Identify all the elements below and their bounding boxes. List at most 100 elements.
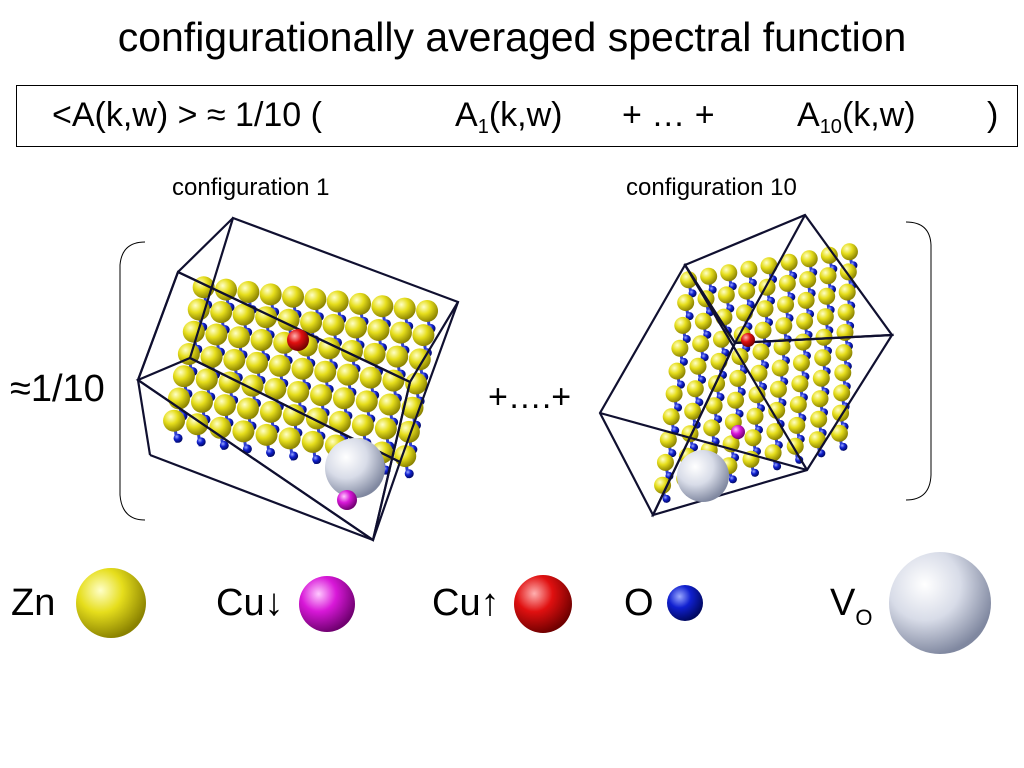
zn-atom — [200, 345, 223, 368]
zn-atom — [752, 343, 770, 361]
zn-atom — [186, 413, 209, 436]
zn-atom — [816, 308, 834, 326]
zn-atom — [674, 316, 692, 334]
legend-o-label: O — [624, 582, 654, 624]
zn-atom — [278, 427, 301, 450]
zn-atom — [659, 431, 677, 449]
zn-atom — [773, 338, 791, 356]
zn-atom — [700, 267, 718, 285]
zn-atom — [163, 409, 186, 432]
term2-base: A — [797, 96, 820, 134]
zn-atom — [694, 312, 712, 330]
zn-atom — [236, 397, 259, 420]
zn-atom — [689, 357, 707, 375]
zn-atom — [810, 410, 828, 428]
term2-args: (k,w) — [841, 96, 916, 134]
zn-atom — [738, 282, 756, 300]
zn-atom — [766, 423, 784, 441]
zn-atom — [322, 313, 345, 336]
zn-atom — [818, 287, 836, 305]
vo-vacancy-1 — [325, 438, 385, 498]
zn-atom — [250, 329, 273, 352]
term2-sub: 10 — [819, 116, 842, 138]
zn-atom — [819, 267, 837, 285]
zn-atom — [259, 400, 282, 423]
config-10-label: configuration 10 — [626, 174, 797, 201]
o-atom — [677, 380, 685, 389]
zn-atom — [754, 321, 772, 339]
config-1-label: configuration 1 — [172, 174, 330, 201]
zn-atom — [246, 351, 269, 374]
zn-atom — [778, 274, 796, 292]
cu-down-atom-10 — [731, 425, 745, 439]
zn-atom — [840, 243, 858, 261]
zn-atom — [692, 335, 710, 353]
zn-atom — [167, 387, 190, 410]
zn-atom — [318, 337, 341, 360]
zn-atom — [304, 288, 327, 311]
zn-atom — [788, 416, 806, 434]
zn-atom — [213, 394, 236, 417]
zn-atom — [408, 348, 431, 371]
o-atom — [404, 469, 414, 479]
zn-atom — [668, 362, 686, 380]
legend-o-sphere — [667, 585, 703, 621]
cu-up-atom-1 — [287, 329, 309, 351]
o-atom — [688, 289, 697, 298]
zn-atom — [677, 294, 695, 312]
zn-atom — [210, 301, 233, 324]
zn-atom — [287, 380, 310, 403]
zn-atom — [717, 286, 735, 304]
vo-label-base: V — [830, 582, 856, 624]
o-atom — [662, 494, 671, 503]
legend-vo-sphere — [889, 552, 991, 654]
zn-atom — [195, 368, 218, 391]
o-atom — [266, 447, 276, 457]
zn-atom — [405, 372, 428, 395]
o-atom — [289, 451, 299, 461]
left-bracket — [119, 241, 146, 521]
o-atom — [219, 440, 229, 450]
zn-atom — [710, 352, 728, 370]
zn-atom — [237, 280, 260, 303]
zn-atom — [314, 360, 337, 383]
formula-term-10: A10(k,w) — [797, 96, 916, 139]
zn-atom — [232, 303, 255, 326]
zn-atom — [800, 250, 818, 268]
cu-up-atom-10 — [741, 333, 755, 347]
zn-atom — [750, 364, 768, 382]
zn-atom — [259, 283, 282, 306]
zn-atom — [310, 384, 333, 407]
zn-atom — [190, 390, 213, 413]
zn-atom — [837, 303, 855, 321]
legend-cu-down-label: Cu↓ — [216, 582, 284, 624]
zn-atom — [656, 453, 674, 471]
zn-atom — [355, 390, 378, 413]
zn-atom — [255, 423, 278, 446]
zn-atom — [797, 291, 815, 309]
o-atom — [679, 357, 688, 366]
term1-base: A — [455, 96, 478, 134]
legend-cu-up-label: Cu↑ — [432, 582, 500, 624]
page-title: configurationally averaged spectral func… — [117, 14, 907, 60]
zn-atom — [746, 407, 764, 425]
legend-cu-up-sphere — [514, 575, 572, 633]
zn-atom — [291, 357, 314, 380]
o-atom — [312, 455, 322, 465]
approx-label: ≈1/10 — [10, 368, 105, 410]
zn-atom — [768, 401, 786, 419]
legend-zn-sphere — [76, 568, 146, 638]
zn-atom — [227, 326, 250, 349]
zn-atom — [386, 345, 409, 368]
zn-atom — [282, 285, 305, 308]
zn-atom — [812, 369, 830, 387]
zn-atom — [359, 366, 382, 389]
o-atom — [773, 462, 782, 471]
legend-vo-label: VO — [830, 582, 872, 631]
o-atom — [751, 468, 759, 477]
zn-atom — [794, 333, 812, 351]
zn-atom — [223, 348, 246, 371]
o-atom — [196, 437, 206, 447]
zn-atom — [382, 369, 405, 392]
